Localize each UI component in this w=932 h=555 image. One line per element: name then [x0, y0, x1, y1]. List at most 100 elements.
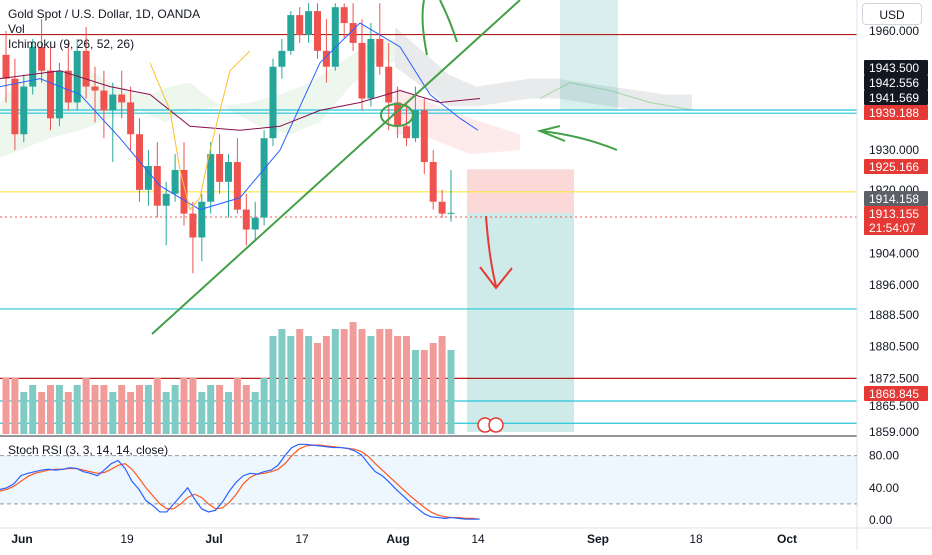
ichimoku-cloud-future	[395, 27, 692, 111]
volume-bar	[358, 329, 366, 434]
stoch-k-line	[0, 443, 480, 520]
volume-bar	[180, 378, 188, 434]
volume-bar	[73, 385, 81, 434]
candle-body	[420, 110, 428, 163]
volume-bar	[296, 329, 304, 434]
time-tick-label: 19	[120, 532, 134, 546]
price-tick-label: 1865.500	[869, 399, 919, 413]
price-tick-label: 1960.000	[869, 24, 919, 38]
price-tick-label: 1904.000	[869, 246, 919, 260]
volume-bar	[233, 378, 241, 434]
volume-bar	[198, 392, 206, 434]
volume-bar	[109, 392, 117, 434]
volume-bar	[20, 392, 28, 434]
candle-body	[260, 138, 268, 218]
candle-body	[171, 169, 179, 194]
target-zone	[467, 213, 574, 432]
price-label-box	[864, 90, 928, 105]
price-tick-label: 1872.500	[869, 371, 919, 385]
volume-bar	[162, 392, 170, 434]
volume-bar	[322, 336, 330, 434]
time-tick-label: Oct	[777, 532, 797, 546]
candle-body	[118, 94, 126, 103]
price-label-box	[864, 105, 928, 120]
candle-body	[385, 66, 393, 103]
candle-body	[55, 70, 63, 119]
time-tick-label: Aug	[386, 532, 409, 546]
volume-bar	[100, 385, 108, 434]
volume-bar	[153, 378, 161, 434]
candle-body	[127, 102, 135, 135]
volume-bar	[91, 385, 99, 434]
candle-body	[216, 154, 224, 182]
volume-bar	[171, 385, 179, 434]
candle-body	[242, 209, 250, 230]
volume-label[interactable]: Vol	[8, 22, 25, 36]
volume-bar	[207, 385, 215, 434]
candle-body	[29, 46, 37, 87]
symbol-title[interactable]: Gold Spot / U.S. Dollar, 1D, OANDA	[8, 7, 201, 21]
candle-body	[314, 11, 321, 51]
volume-bar	[331, 329, 339, 434]
stoch-band	[0, 455, 857, 504]
time-tick-label: 17	[295, 532, 309, 546]
time-tick-label: 14	[471, 532, 485, 546]
time-tick-label: 18	[689, 532, 703, 546]
price-label-box	[864, 206, 928, 221]
price-label-text: 1868.845	[869, 387, 919, 401]
price-label-box	[864, 386, 928, 401]
candle-body	[162, 193, 170, 206]
candle-body	[358, 42, 366, 99]
candle-body	[331, 7, 339, 67]
ichimoku-cloud-past	[0, 38, 395, 159]
volume-bar	[118, 385, 126, 434]
ichimoku-span-line	[539, 82, 696, 111]
price-label-text: 1941.569	[869, 91, 919, 105]
volume-bar	[242, 385, 250, 434]
volume-bar	[403, 336, 410, 434]
volume-bar	[127, 392, 135, 434]
kijun-line	[0, 70, 481, 131]
price-label-box	[864, 191, 928, 206]
time-tick-label: Sep	[587, 532, 609, 546]
price-label-box	[864, 75, 928, 90]
chikou-line	[149, 50, 251, 211]
volume-bar	[136, 385, 143, 434]
candle-body	[2, 54, 10, 79]
time-tick-label: Jul	[205, 532, 222, 546]
candle-body	[251, 217, 259, 230]
volume-bar	[11, 378, 19, 434]
candle-body	[38, 46, 46, 71]
volume-bar	[64, 392, 72, 434]
volume-bar	[251, 392, 259, 434]
candle-body	[20, 86, 28, 135]
candle-body	[296, 15, 304, 35]
candle-body	[269, 66, 277, 139]
volume-bar	[314, 343, 321, 434]
left-arrow-annotation	[536, 125, 618, 151]
candle-body	[305, 11, 313, 35]
volume-bar	[216, 385, 224, 434]
price-label-text: 1913.155	[869, 207, 919, 221]
stoch-tick-label: 40.00	[869, 481, 899, 495]
candle-body	[109, 94, 117, 111]
volume-bar	[225, 392, 232, 434]
stop-zone	[467, 169, 574, 214]
volume-bar	[367, 336, 375, 434]
ichimoku-label[interactable]: Ichimoku (9, 26, 52, 26)	[8, 37, 135, 51]
candle-body	[153, 165, 161, 206]
candle-body	[82, 50, 90, 87]
candle-body	[64, 70, 72, 103]
stoch-tick-label: 80.00	[869, 449, 899, 463]
volume-bar	[2, 378, 10, 434]
volume-bar	[29, 385, 37, 434]
stoch-label[interactable]: Stoch RSI (3, 3, 14, 14, close)	[8, 443, 169, 457]
candle-body	[447, 212, 455, 214]
volume-bar	[420, 350, 428, 434]
candle-body	[287, 15, 295, 51]
price-label-text: 1914.158	[869, 192, 919, 206]
price-label-box	[864, 220, 928, 235]
currency-button[interactable]: USD	[862, 3, 922, 25]
candle-body	[278, 50, 286, 67]
price-tick-label: 1880.500	[869, 340, 919, 354]
